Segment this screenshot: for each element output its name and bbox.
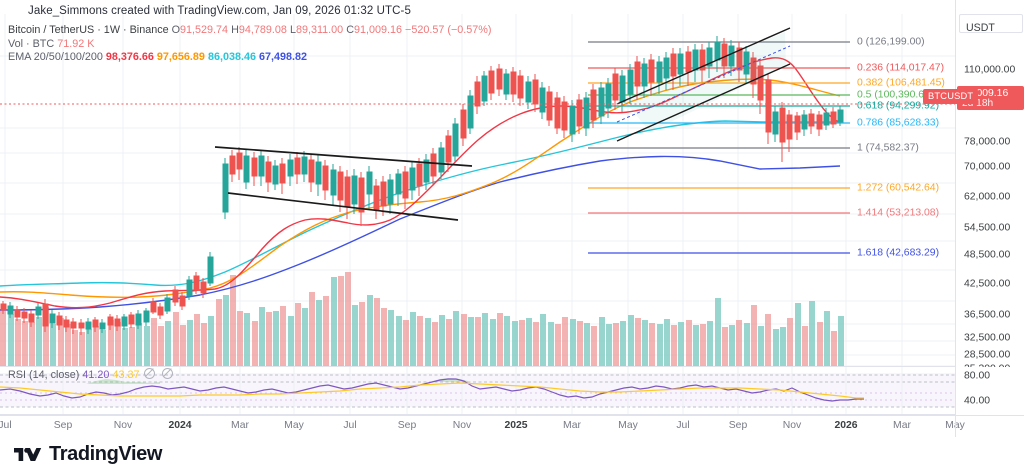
time-tick: Mar	[231, 420, 249, 431]
ema200-line	[0, 155, 841, 311]
rsi-tick: 40.00	[964, 395, 991, 407]
symbol-price-tag[interactable]: BTCUSDT	[923, 89, 979, 104]
rsi-pane[interactable]	[0, 367, 955, 415]
fib-label-1618: 1.618 (42,683.29)	[857, 247, 940, 259]
rsi-axis[interactable]: 80.00 40.00	[955, 367, 1024, 415]
price-tick: 62,000.00	[964, 191, 1011, 203]
price-chart-svg	[0, 14, 955, 367]
time-tick: Nov	[113, 420, 133, 431]
legend-ema200-value: 67,498.82	[259, 51, 308, 63]
time-tick: Jul	[0, 420, 12, 431]
fib-label-0382: 0.382 (106,481.45)	[857, 77, 945, 89]
fib-label-1414: 1.414 (53,213.08)	[857, 207, 940, 219]
price-tick: 32,500.00	[964, 332, 1011, 344]
price-tick: 48,500.00	[964, 249, 1011, 261]
price-axis[interactable]: USDT 110,000.00 78,000.00 70,000.00 62,0…	[955, 0, 1024, 415]
time-tick: Sep	[397, 420, 417, 431]
rsi-value-primary: 41.20	[82, 369, 110, 381]
eye-off-icon-2[interactable]	[162, 368, 174, 379]
legend-change: −520.57 (−0.57%)	[405, 24, 492, 36]
time-tick: Sep	[728, 420, 748, 431]
pane-separator-top[interactable]	[0, 366, 955, 367]
price-tick: 110,000.00	[964, 64, 1016, 76]
rsi-title[interactable]: RSI (14, close)	[8, 369, 80, 381]
time-tick: Nov	[452, 420, 472, 431]
legend-ema50-value: 97,656.89	[156, 51, 205, 63]
fib-label-0786: 0.786 (85,628.33)	[857, 117, 940, 129]
attribution-text: Jake_Simmons created with TradingView.co…	[28, 5, 411, 17]
legend-ema-label: EMA 20/50/100/200	[8, 51, 103, 63]
tradingview-wordmark: TradingView	[49, 443, 163, 465]
legend-close-prefix: C	[346, 24, 354, 36]
legend-close-value: 91,009.16	[354, 24, 403, 36]
legend-symbol[interactable]: Bitcoin / TetherUS · 1W · Binance	[8, 24, 169, 36]
legend-ema20-value: 98,376.66	[105, 51, 154, 63]
legend-open-value: 91,529.74	[180, 24, 229, 36]
time-tick: Jul	[343, 420, 357, 431]
current-price-value: 91,009.16	[962, 88, 1009, 99]
legend-volume-row[interactable]: Vol · BTC 71.92 K	[8, 38, 492, 52]
fib-label-0: 0 (126,199.00)	[857, 36, 925, 48]
price-tick: 42,500.00	[964, 278, 1011, 290]
rsi-tick: 80.00	[964, 370, 991, 382]
fib-label-1272: 1.272 (60,542.64)	[857, 182, 940, 194]
legend-ohlc-row[interactable]: Bitcoin / TetherUS · 1W · Binance O91,52…	[8, 24, 492, 38]
time-tick: 2026	[834, 420, 858, 431]
price-tick: 78,000.00	[964, 136, 1011, 148]
footer: TradingView	[0, 437, 1024, 473]
legend-high-prefix: H	[231, 24, 239, 36]
time-tick: 2024	[168, 420, 192, 431]
rsi-svg	[0, 367, 955, 415]
candlestick-series	[0, 36, 844, 335]
price-tick: 36,500.00	[964, 309, 1011, 321]
price-tick: 70,000.00	[964, 161, 1011, 173]
bar-countdown: 2d 18h	[962, 98, 994, 109]
time-tick: Mar	[893, 420, 911, 431]
time-axis-corner	[955, 416, 1024, 438]
chart-legend[interactable]: Bitcoin / TetherUS · 1W · Binance O91,52…	[8, 24, 492, 65]
tradingview-mark-icon	[14, 447, 42, 461]
price-tick: 28,500.00	[964, 349, 1011, 361]
legend-low-prefix: L	[289, 24, 296, 36]
price-axis-unit: USDT	[966, 22, 995, 34]
legend-ema100-value: 86,038.46	[207, 51, 256, 63]
rsi-ma-line	[0, 382, 864, 399]
fib-label-0236: 0.236 (114,017.47)	[857, 62, 945, 74]
legend-high-value: 94,789.08	[238, 24, 287, 36]
legend-low-value: 89,311.00	[295, 24, 344, 36]
price-axis-unit-box	[959, 14, 1023, 33]
time-tick: May	[284, 420, 304, 431]
eye-off-icon[interactable]	[144, 368, 156, 379]
time-tick: Nov	[782, 420, 802, 431]
time-tick: Sep	[53, 420, 73, 431]
legend-ema-row[interactable]: EMA 20/50/100/200 98,376.66 97,656.89 86…	[8, 51, 492, 65]
legend-volume-value: 71.92 K	[57, 37, 95, 50]
pane-separator-bottom[interactable]	[0, 414, 955, 415]
fib-label-05: 0.5 (100,390.68)	[857, 89, 934, 101]
ascending-channel-annotation[interactable]	[616, 27, 791, 142]
tradingview-logo[interactable]: TradingView	[14, 443, 162, 466]
volume-bars	[0, 272, 844, 367]
legend-volume-label: Vol · BTC	[8, 37, 55, 50]
fib-label-1: 1 (74,582.37)	[857, 142, 919, 154]
descending-channel-annotation[interactable]	[214, 146, 473, 221]
time-tick: 2025	[504, 420, 528, 431]
rsi-legend[interactable]: RSI (14, close) 41.20 43.37	[8, 368, 175, 381]
fib-label-0618: 0.618 (94,299.92)	[857, 100, 940, 112]
time-tick: Mar	[563, 420, 581, 431]
time-tick: Jul	[676, 420, 690, 431]
rsi-overbought-fill-2	[430, 378, 468, 382]
rsi-value-ma: 43.37	[112, 369, 140, 381]
price-tick: 54,500.00	[964, 222, 1011, 234]
time-axis[interactable]: Jul Sep Nov 2024 Mar May Jul Sep Nov 202…	[0, 415, 1024, 438]
time-tick: May	[618, 420, 638, 431]
rsi-overbought-fill	[86, 379, 160, 384]
price-chart-pane[interactable]	[0, 14, 955, 367]
legend-open-prefix: O	[171, 24, 181, 36]
ema100-line	[0, 120, 840, 287]
